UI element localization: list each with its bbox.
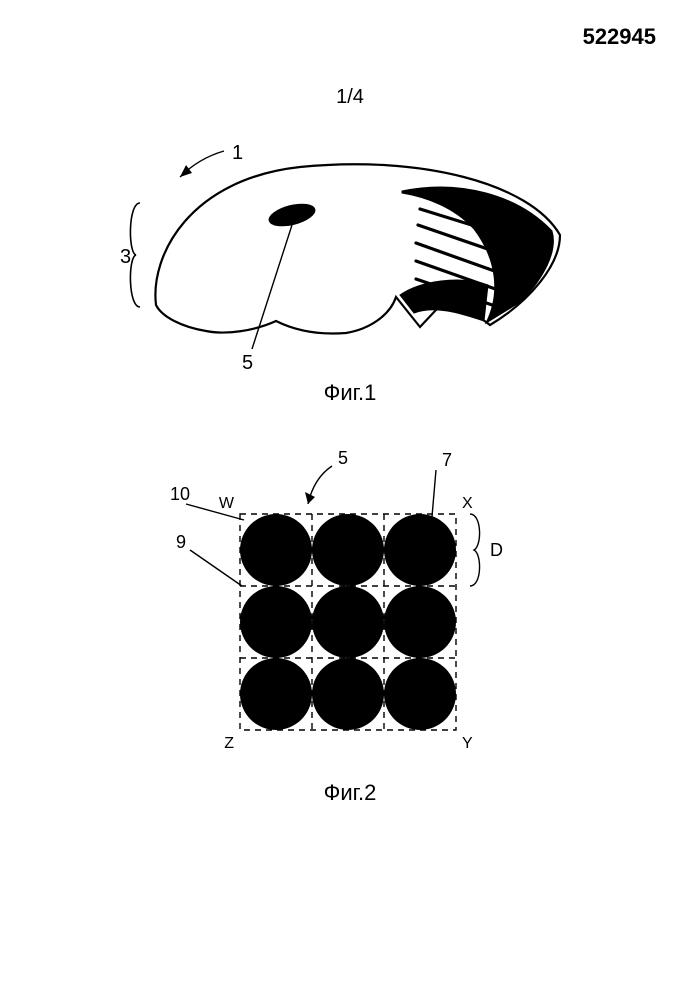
figure-1-svg: 1 3 5 <box>120 145 580 375</box>
fig2-circle <box>384 514 456 586</box>
fig2-label-D: D <box>490 540 503 560</box>
fig1-label-3: 3 <box>120 246 131 268</box>
doc-number: 522945 <box>583 24 656 50</box>
fig2-corner: X <box>462 495 473 512</box>
fig2-circle <box>312 658 384 730</box>
figure-1-caption: Фиг.1 <box>0 380 700 406</box>
fig1-label-1: 1 <box>232 145 243 164</box>
fig2-label-9: 9 <box>176 532 186 552</box>
fig1-arrowhead-1 <box>180 165 192 177</box>
fig2-circle <box>384 586 456 658</box>
fig2-label-7: 7 <box>442 450 452 470</box>
fig2-arrowhead-5 <box>305 492 315 504</box>
fig2-lead-10 <box>186 504 244 520</box>
fig2-circle <box>240 514 312 586</box>
fig2-label-5: 5 <box>338 450 348 468</box>
fig2-circle <box>384 658 456 730</box>
figure-2-caption: Фиг.2 <box>0 780 700 806</box>
fig2-brace-D <box>470 514 480 586</box>
figure-1: 1 3 5 <box>120 145 580 380</box>
page: 522945 1/4 1 3 5 Фиг.1 W X Y Z D 5 7 10 9 Фиг.2 <box>0 0 700 999</box>
fig2-circle <box>312 586 384 658</box>
fig2-lead-9 <box>190 550 242 586</box>
page-count: 1/4 <box>0 86 700 109</box>
fig1-lead-5 <box>252 225 292 349</box>
fig2-corner: Y <box>462 735 473 752</box>
fig1-brace-3 <box>130 203 140 307</box>
figure-2: W X Y Z D 5 7 10 9 <box>170 450 530 775</box>
fig1-label-5: 5 <box>242 352 253 374</box>
fig2-circle <box>240 658 312 730</box>
figure-2-svg: W X Y Z D 5 7 10 9 <box>170 450 530 770</box>
fig2-circle <box>240 586 312 658</box>
fig2-label-10: 10 <box>170 484 190 504</box>
fig2-circle <box>312 514 384 586</box>
fig2-corner: Z <box>224 735 234 752</box>
fig2-corner: W <box>219 495 235 512</box>
